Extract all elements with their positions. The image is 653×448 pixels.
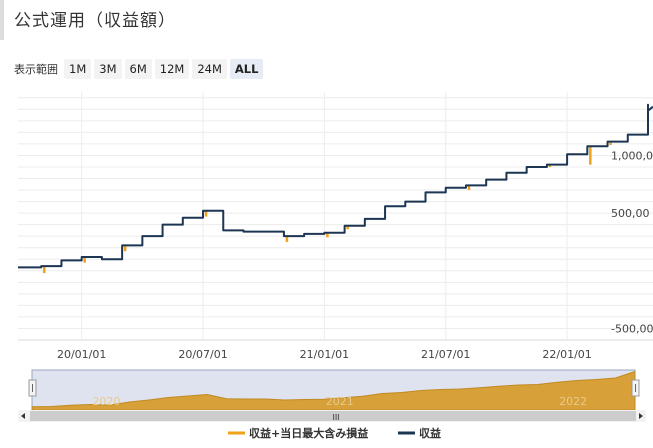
range-label: 表示範囲 (14, 63, 58, 76)
range-button-3m[interactable]: 3M (94, 59, 122, 79)
x-tick-label: 20/01/01 (57, 348, 106, 361)
scroll-right-arrow-icon[interactable] (639, 413, 643, 419)
y-tick-label: 1,000,00 (611, 149, 653, 162)
profit-line (18, 103, 653, 269)
chart-grid (18, 92, 653, 341)
x-tick-label: 21/01/01 (300, 348, 349, 361)
scrollbar-thumb[interactable] (30, 411, 636, 421)
y-tick-label: -500,00 (611, 322, 653, 335)
page-title: 公式運用（収益額） (14, 11, 176, 31)
legend-item-profit[interactable]: 収益 (419, 426, 441, 440)
y-tick-label: 500,00 (611, 207, 650, 220)
navigator-labels: 2020 2021 2022 (92, 395, 587, 408)
x-tick-label: 20/07/01 (178, 348, 227, 361)
title-accent-bar (0, 0, 4, 40)
plot-background (18, 92, 653, 340)
range-button-all[interactable]: ALL (229, 59, 264, 79)
legend-item-drawdown[interactable]: 収益+当日最大含み損益 (249, 426, 368, 440)
legend: 収益+当日最大含み損益 収益 (228, 426, 441, 440)
range-button-24m[interactable]: 24M (192, 59, 227, 79)
x-tick-label: 21/07/01 (421, 348, 470, 361)
range-button-12m[interactable]: 12M (154, 59, 190, 79)
y-axis: 1,000,00 500,00 -500,00 (611, 149, 653, 335)
x-axis: 20/01/01 20/07/01 21/01/01 21/07/01 22/01/01 (57, 348, 592, 361)
scrollbar-grip-icon: III (332, 413, 339, 422)
range-button-1m[interactable]: 1M (64, 59, 92, 79)
scroll-left-arrow-icon[interactable] (21, 413, 25, 419)
x-tick-label: 22/01/01 (542, 348, 591, 361)
navigator-year-label: 2022 (559, 395, 587, 408)
navigator-year-label: 2021 (326, 395, 354, 408)
range-selector: 表示範囲 1M 3M 6M 12M 24M ALL (14, 58, 266, 80)
navigator-series (31, 370, 636, 411)
profit-chart: 20/01/01 20/07/01 21/01/01 21/07/01 22/01/01… (18, 92, 653, 440)
range-button-6m[interactable]: 6M (124, 59, 152, 79)
navigator-year-label: 2020 (92, 395, 120, 408)
